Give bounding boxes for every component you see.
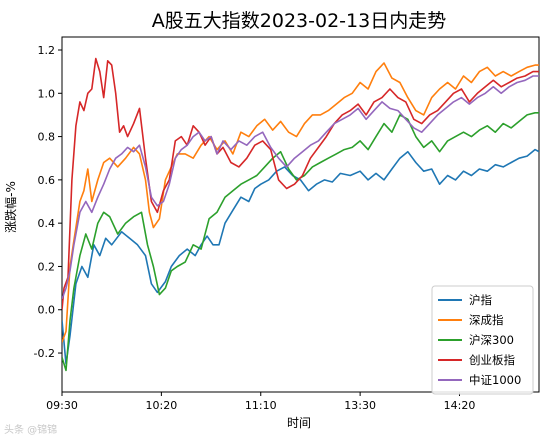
series-line-1 [62,148,539,365]
legend-label: 创业板指 [469,353,515,367]
y-tick-label: -0.2 [34,347,55,360]
y-tick-label: 0.0 [38,304,56,317]
series-lines [62,57,539,372]
legend-label: 沪深300 [469,333,514,347]
x-tick-label: 09:30 [46,399,78,412]
x-tick-label: 11:10 [245,399,277,412]
y-tick-label: 0.2 [38,260,56,273]
series-line-3 [62,112,539,372]
y-tick-label: 0.8 [38,131,56,144]
chart-title: A股五大指数2023-02-13日内走势 [152,10,446,32]
watermark: 头条 @锦锦 [4,423,57,436]
x-tick-label: 14:20 [444,399,476,412]
y-axis-label: 涨跌幅-% [3,181,18,233]
y-tick-label: 1.2 [38,44,56,57]
legend-label: 沪指 [469,293,492,307]
legend-label: 深成指 [469,313,504,327]
y-tick-label: 0.4 [38,217,56,230]
y-tick-label: 1.0 [38,87,56,100]
y-tick-label: 0.6 [38,174,56,187]
series-line-4 [62,57,539,310]
series-line-5 [62,75,539,300]
legend-label: 中证1000 [469,373,521,387]
x-tick-label: 10:20 [146,399,178,412]
legend-box [431,285,534,395]
axis-ticks: -0.2 0.0 0.2 0.4 0.6 0.8 1.0 1.2 09:30 10:20 11:10… [34,44,476,412]
x-tick-label: 13:30 [344,399,376,412]
x-axis-label: 时间 [287,416,311,430]
series-line-2 [62,62,539,343]
